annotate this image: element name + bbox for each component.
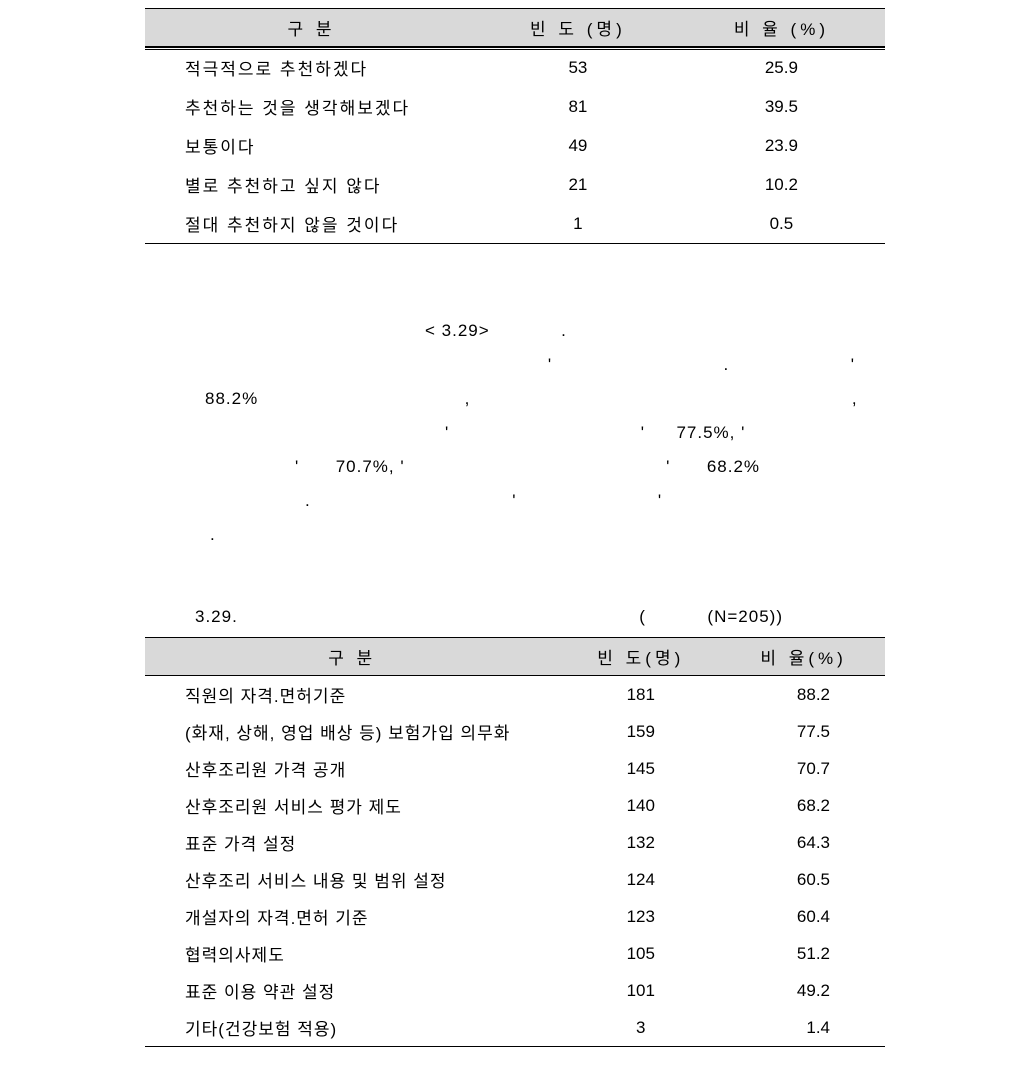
cell-label: 산후조리원 가격 공개 (145, 750, 559, 787)
cell-pct: 88.2 (722, 676, 885, 714)
cell-label: 산후조리원 서비스 평가 제도 (145, 787, 559, 824)
cell-pct: 51.2 (722, 935, 885, 972)
cell-pct: 60.4 (722, 898, 885, 935)
cell-label: 적극적으로 추천하겠다 (145, 48, 478, 88)
cell-label: 절대 추천하지 않을 것이다 (145, 204, 478, 244)
cell-pct: 64.3 (722, 824, 885, 861)
para-text: ' (445, 423, 449, 442)
cell-freq: 21 (478, 165, 678, 204)
cell-label: 추천하는 것을 생각해보겠다 (145, 87, 478, 126)
para-text: ' (548, 355, 552, 374)
table-row: 직원의 자격.면허기준 181 88.2 (145, 676, 885, 714)
para-text: 3.29> (442, 321, 490, 340)
cell-pct: 10.2 (678, 165, 885, 204)
cell-label: 직원의 자격.면허기준 (145, 676, 559, 714)
caption-text: 3.29. (195, 607, 238, 626)
table-row: 기타(건강보험 적용) 3 1.4 (145, 1009, 885, 1047)
cell-freq: 101 (559, 972, 722, 1009)
para-text: ' (666, 457, 670, 476)
cell-label: 협력의사제도 (145, 935, 559, 972)
table-recommend: 구 분 빈 도 (명) 비 율 (%) 적극적으로 추천하겠다 53 25.9 … (145, 8, 885, 244)
para-text: , (852, 389, 858, 408)
cell-freq: 159 (559, 713, 722, 750)
para-text: 88.2% (205, 389, 258, 408)
table-row: 개설자의 자격.면허 기준 123 60.4 (145, 898, 885, 935)
cell-label: 별로 추천하고 싶지 않다 (145, 165, 478, 204)
table2-header-freq: 빈 도(명) (559, 638, 722, 676)
cell-label: 표준 가격 설정 (145, 824, 559, 861)
para-text: . (561, 321, 567, 340)
cell-freq: 181 (559, 676, 722, 714)
para-text: . (305, 491, 311, 510)
para-text: ' (641, 423, 645, 442)
cell-pct: 70.7 (722, 750, 885, 787)
cell-freq: 140 (559, 787, 722, 824)
cell-label: 기타(건강보험 적용) (145, 1009, 559, 1047)
para-text: ' (658, 491, 662, 510)
para-text: . (724, 355, 730, 374)
table-row: 별로 추천하고 싶지 않다 21 10.2 (145, 165, 885, 204)
table-row: 추천하는 것을 생각해보겠다 81 39.5 (145, 87, 885, 126)
para-text: , (465, 389, 471, 408)
table-row: 산후조리원 가격 공개 145 70.7 (145, 750, 885, 787)
page-container: 구 분 빈 도 (명) 비 율 (%) 적극적으로 추천하겠다 53 25.9 … (145, 8, 885, 1047)
table2-header-category: 구 분 (145, 638, 559, 676)
cell-pct: 77.5 (722, 713, 885, 750)
table1-header-category: 구 분 (145, 9, 478, 47)
caption-text: (N=205)) (707, 607, 783, 626)
table-row: 표준 이용 약관 설정 101 49.2 (145, 972, 885, 1009)
table-row: 산후조리원 서비스 평가 제도 140 68.2 (145, 787, 885, 824)
para-text: 70.7%, ' (336, 457, 405, 476)
cell-label: 산후조리 서비스 내용 및 범위 설정 (145, 861, 559, 898)
table-row: 구 분 빈 도 (명) 비 율 (%) (145, 9, 885, 47)
cell-label: 보통이다 (145, 126, 478, 165)
table-row: 표준 가격 설정 132 64.3 (145, 824, 885, 861)
para-text: . (210, 525, 216, 544)
cell-label: 개설자의 자격.면허 기준 (145, 898, 559, 935)
cell-pct: 60.5 (722, 861, 885, 898)
cell-pct: 25.9 (678, 48, 885, 88)
table-row: 절대 추천하지 않을 것이다 1 0.5 (145, 204, 885, 244)
table2-header-pct: 비 율(%) (722, 638, 885, 676)
table2-caption: 3.29. ( (N=205)) (145, 607, 885, 627)
cell-freq: 124 (559, 861, 722, 898)
cell-label: (화재, 상해, 영업 배상 등) 보험가입 의무화 (145, 713, 559, 750)
paragraph-block: < 3.29> . ' . ' 88.2% , , ' ' 77.5%, ' (145, 314, 885, 552)
para-text: ' (851, 355, 855, 374)
cell-freq: 81 (478, 87, 678, 126)
para-text: ' (512, 491, 516, 510)
para-text: ' (295, 457, 299, 476)
table-row: (화재, 상해, 영업 배상 등) 보험가입 의무화 159 77.5 (145, 713, 885, 750)
cell-pct: 39.5 (678, 87, 885, 126)
table1-header-freq: 빈 도 (명) (478, 9, 678, 47)
cell-freq: 53 (478, 48, 678, 88)
table1-header-pct: 비 율 (%) (678, 9, 885, 47)
cell-pct: 23.9 (678, 126, 885, 165)
cell-pct: 49.2 (722, 972, 885, 1009)
cell-freq: 132 (559, 824, 722, 861)
table-row: 적극적으로 추천하겠다 53 25.9 (145, 48, 885, 88)
cell-freq: 3 (559, 1009, 722, 1047)
cell-freq: 1 (478, 204, 678, 244)
cell-freq: 123 (559, 898, 722, 935)
para-text: < (425, 321, 442, 340)
table-row: 협력의사제도 105 51.2 (145, 935, 885, 972)
para-text: 77.5%, ' (676, 423, 745, 442)
cell-label: 표준 이용 약관 설정 (145, 972, 559, 1009)
table-row: 보통이다 49 23.9 (145, 126, 885, 165)
cell-pct: 68.2 (722, 787, 885, 824)
table-regulations: 구 분 빈 도(명) 비 율(%) 직원의 자격.면허기준 181 88.2 (… (145, 637, 885, 1047)
cell-pct: 0.5 (678, 204, 885, 244)
para-text: 68.2% (707, 457, 760, 476)
cell-freq: 145 (559, 750, 722, 787)
caption-text: ( (639, 607, 646, 626)
cell-freq: 105 (559, 935, 722, 972)
cell-freq: 49 (478, 126, 678, 165)
table-row: 산후조리 서비스 내용 및 범위 설정 124 60.5 (145, 861, 885, 898)
cell-pct: 1.4 (722, 1009, 885, 1047)
table-row: 구 분 빈 도(명) 비 율(%) (145, 638, 885, 676)
